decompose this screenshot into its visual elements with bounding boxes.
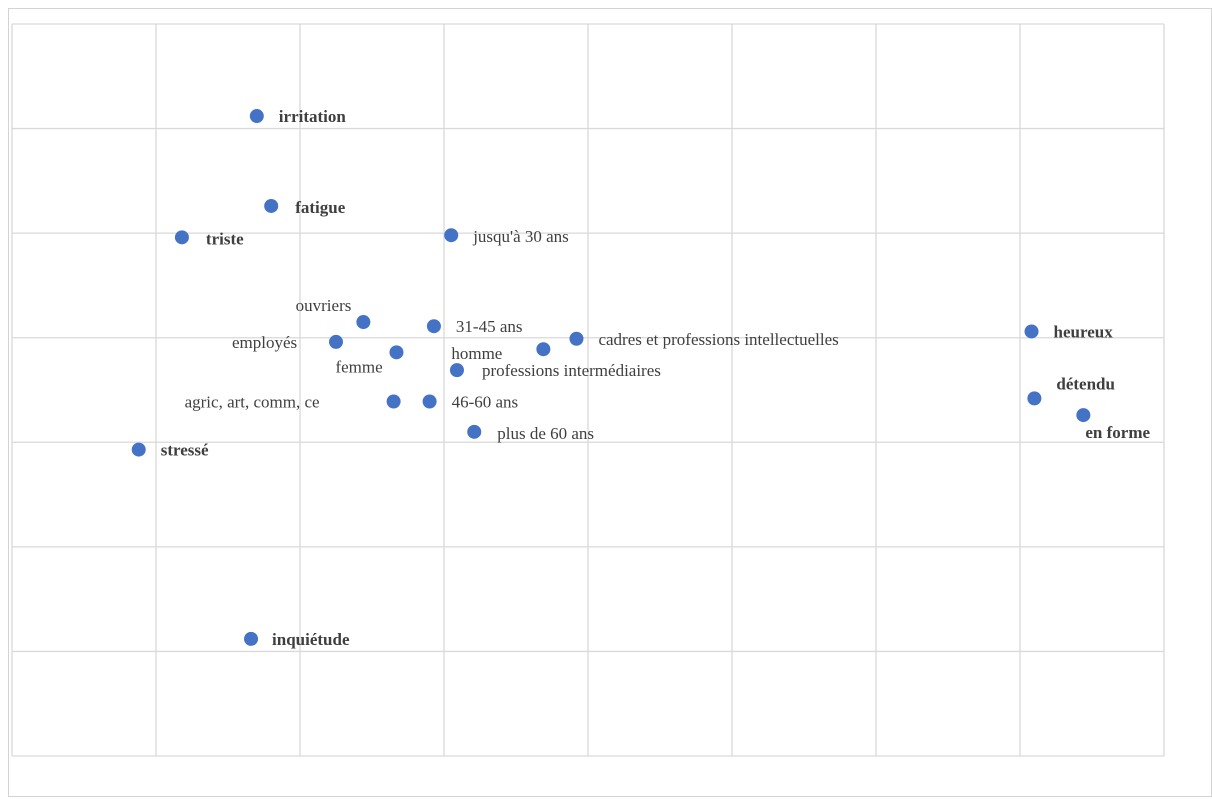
data-point-homme: [536, 342, 551, 357]
data-point-46-60-ans: [422, 394, 437, 409]
data-point-31-45-ans: [426, 319, 441, 334]
data-label-46-60-ans: 46-60 ans: [452, 393, 519, 412]
data-point-professions-intermédiaires: [449, 363, 464, 378]
data-label-fatigue: fatigue: [295, 198, 346, 217]
data-label-heureux: heureux: [1054, 322, 1114, 341]
data-labels: irritation fatigue triste jusqu'à 30 ans ouv…: [161, 107, 1151, 649]
data-label-inquiétude: inquiétude: [272, 630, 350, 649]
data-label-triste: triste: [206, 229, 244, 248]
data-point-ouvriers: [356, 315, 371, 330]
data-point-inquiétude: [244, 631, 259, 646]
data-point-triste: [174, 230, 189, 245]
data-point-détendu: [1027, 391, 1042, 406]
data-point-plus-de-60-ans: [467, 424, 482, 439]
data-label-jusqu-à-30-ans: jusqu'à 30 ans: [472, 227, 569, 246]
data-point-en-forme: [1076, 408, 1091, 423]
gridlines: [11, 23, 1165, 757]
data-point-cadres-et-professions-intellectuelles: [569, 331, 584, 346]
data-points: [131, 109, 1091, 646]
data-label-cadres-et-professions-intellectuelles: cadres et professions intellectuelles: [598, 330, 838, 349]
data-label-homme: homme: [451, 344, 502, 363]
data-label-professions-intermédiaires: professions intermédiaires: [482, 361, 661, 380]
data-point-femme: [389, 345, 404, 360]
data-point-employés: [329, 334, 343, 349]
data-label-31-45-ans: 31-45 ans: [456, 317, 523, 336]
data-point-irritation: [249, 109, 264, 124]
data-point-stressé: [131, 442, 146, 457]
data-label-plus-de-60-ans: plus de 60 ans: [497, 424, 594, 443]
data-label-agric-art-comm-ce: agric, art, comm, ce: [185, 393, 320, 412]
data-point-fatigue: [264, 198, 279, 213]
data-label-stressé: stressé: [161, 441, 209, 460]
data-label-employés: employés: [232, 333, 297, 352]
data-point-agric-art-comm-ce: [386, 394, 401, 409]
data-label-détendu: détendu: [1056, 374, 1115, 393]
data-point-heureux: [1024, 324, 1039, 339]
data-label-femme: femme: [335, 357, 382, 376]
data-label-irritation: irritation: [279, 107, 347, 126]
data-label-ouvriers: ouvriers: [296, 296, 352, 315]
chart-frame: [8, 8, 1212, 797]
data-label-en-forme: en forme: [1085, 423, 1150, 442]
data-point-jusqu-à-30-ans: [444, 228, 459, 243]
